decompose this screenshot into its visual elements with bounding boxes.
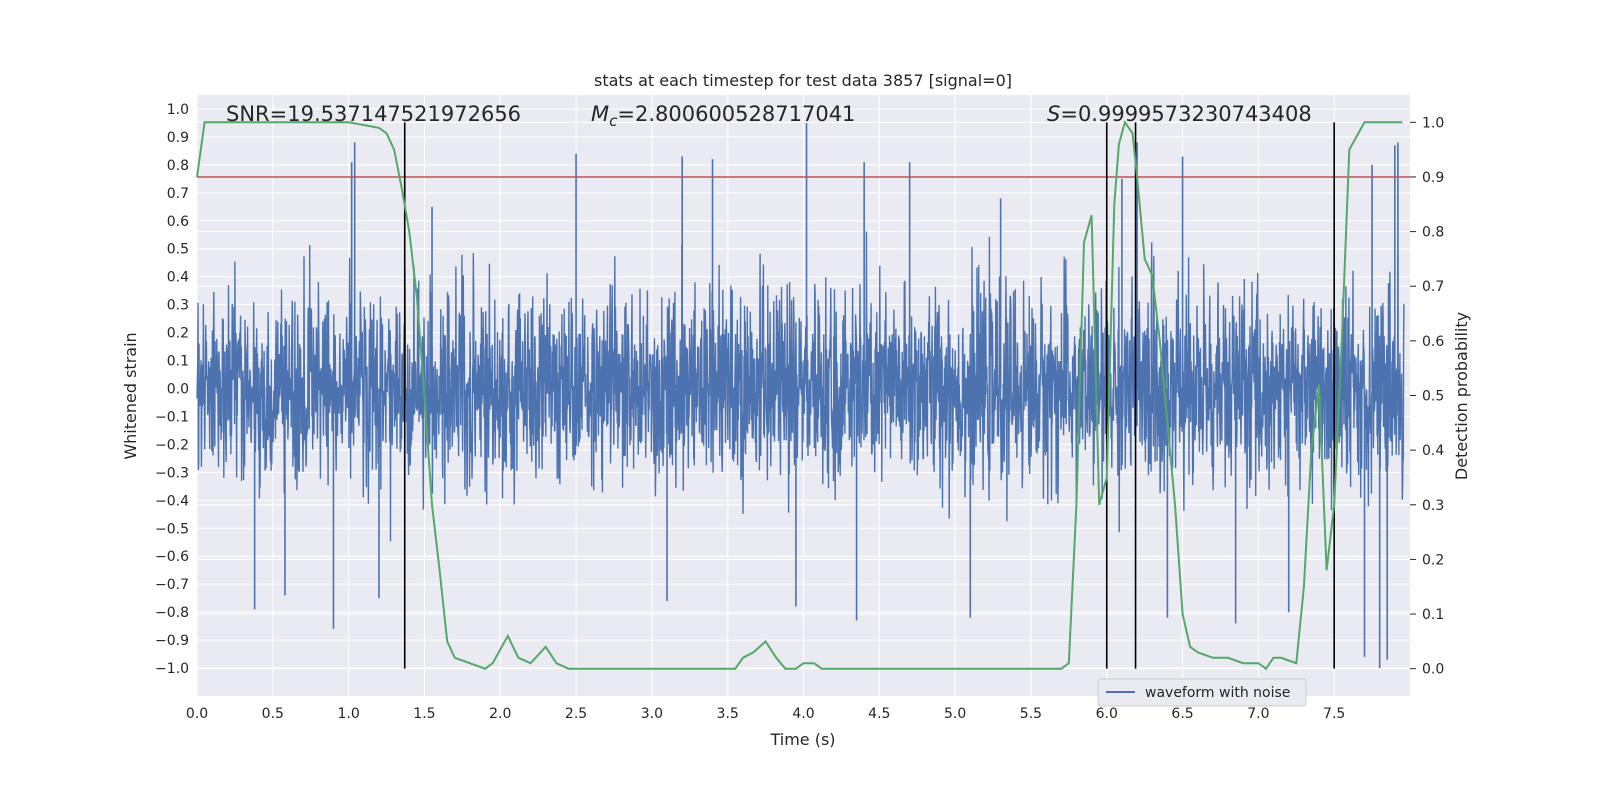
y-tick-label: 0.0 — [167, 382, 189, 398]
y2-tick-label: 0.5 — [1422, 389, 1444, 405]
noise-trace — [196, 231, 1405, 542]
y-tick-label: 0.9 — [167, 130, 189, 146]
y2-tick-label: 0.7 — [1422, 279, 1444, 295]
x-tick-label: 5.0 — [944, 706, 966, 722]
noise-series-waveform-with-noise — [196, 122, 1405, 669]
y2-tick-label: 0.1 — [1422, 607, 1444, 623]
legend-box — [1097, 678, 1307, 707]
y2-tick-label: 0.3 — [1422, 498, 1444, 514]
x-tick-label: 4.5 — [868, 706, 890, 722]
y2-tick-label: 0.2 — [1422, 552, 1444, 568]
x-tick-label: 6.0 — [1096, 706, 1118, 722]
y2-tick-label: 0.9 — [1422, 170, 1444, 186]
y-tick-label: 1.0 — [167, 102, 189, 118]
x-tick-label: 6.5 — [1171, 706, 1193, 722]
y-tick-label: 0.7 — [167, 186, 189, 202]
x-tick-labels: 0.0 0.5 1.0 1.5 2.0 2.5 3.0 3.5 4.0 4.5 5.0 5.5 6.0 6… — [186, 706, 1345, 722]
y2-tick-label: 1.0 — [1422, 115, 1444, 131]
legend: waveform with noise — [1097, 678, 1307, 707]
y2-tick-labels: 0.0 0.1 0.2 0.3 0.4 0.5 0.6 0.7 0.8 0.9 1.0 — [1410, 115, 1444, 678]
snr-annotation: SNR=19.537147521972656 — [226, 102, 521, 126]
y-tick-label: −0.2 — [155, 437, 189, 453]
x-tick-label: 7.0 — [1247, 706, 1269, 722]
x-tick-label: 2.0 — [489, 706, 511, 722]
y-tick-label: 0.6 — [167, 214, 189, 230]
legend-label-waveform: waveform with noise — [1145, 685, 1290, 701]
y-tick-label: −0.7 — [155, 577, 189, 593]
chirp-mass-annotation: Mc=2.800600528717041 — [591, 102, 855, 130]
x-tick-label: 1.0 — [337, 706, 359, 722]
y-tick-label: 0.2 — [167, 326, 189, 342]
y-tick-labels: −1.0 −0.9 −0.8 −0.7 −0.6 −0.5 −0.4 −0.3 −0.2 −0.1… — [155, 102, 189, 677]
x-tick-label: 0.5 — [262, 706, 284, 722]
y2-tick-label: 0.4 — [1422, 443, 1444, 459]
y-tick-label: −0.8 — [155, 605, 189, 621]
y-tick-label: 0.1 — [167, 354, 189, 370]
y-axis-label: Whitened strain — [121, 332, 140, 459]
y-tick-label: −0.6 — [155, 549, 189, 565]
x-tick-label: 5.5 — [1020, 706, 1042, 722]
y2-axis-label: Detection probability — [1452, 312, 1471, 480]
probability-series — [196, 119, 1403, 671]
chirp-mass-symbol: M — [591, 102, 609, 126]
chirp-mass-subscript: c — [609, 112, 618, 130]
y-tick-label: 0.4 — [167, 270, 189, 286]
x-tick-label: 4.0 — [792, 706, 814, 722]
chart-title: stats at each timestep for test data 385… — [594, 71, 1012, 90]
y-tick-label: 0.8 — [167, 158, 189, 174]
probability-line — [196, 119, 1403, 671]
y-tick-label: −0.4 — [155, 493, 189, 509]
x-tick-label: 3.5 — [717, 706, 739, 722]
y-tick-label: −1.0 — [155, 661, 189, 677]
y-tick-label: −0.1 — [155, 409, 189, 425]
x-axis-label: Time (s) — [769, 730, 835, 749]
y-tick-label: 0.5 — [167, 242, 189, 258]
y2-tick-label: 0.6 — [1422, 334, 1444, 350]
x-tick-label: 7.5 — [1323, 706, 1345, 722]
y2-tick-label: 0.8 — [1422, 225, 1444, 241]
s-symbol: S — [1047, 102, 1060, 126]
y-tick-label: 0.3 — [167, 298, 189, 314]
chirp-mass-value: =2.800600528717041 — [617, 102, 855, 126]
s-annotation: S=0.9999573230743408 — [1047, 102, 1312, 126]
y2-tick-label: 0.0 — [1422, 662, 1444, 678]
vertical-lines — [403, 122, 1335, 669]
y-tick-label: −0.5 — [155, 521, 189, 537]
x-tick-label: 1.5 — [413, 706, 435, 722]
s-value: =0.9999573230743408 — [1060, 102, 1311, 126]
x-tick-label: 0.0 — [186, 706, 208, 722]
y-tick-label: −0.9 — [155, 633, 189, 649]
x-tick-label: 2.5 — [565, 706, 587, 722]
x-tick-label: 3.0 — [641, 706, 663, 722]
y-tick-label: −0.3 — [155, 465, 189, 481]
